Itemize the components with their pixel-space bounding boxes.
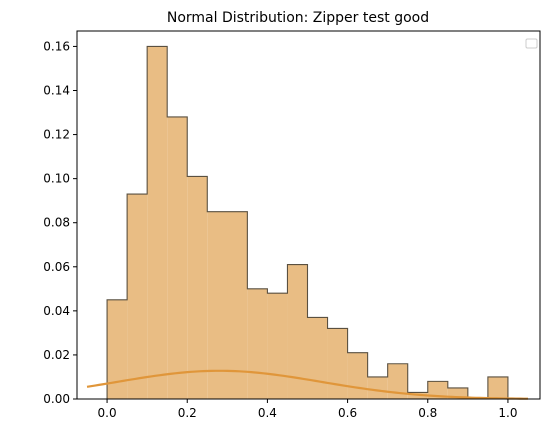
histogram-bar [127,194,148,399]
legend-box [525,38,538,49]
x-tick-label: 0.6 [338,406,357,420]
axes: 0.0 0.2 0.4 0.6 0.8 1.0 0.00 0.02 0.04 0.06 0.08 0.… [43,30,541,420]
density-curve-layer [86,369,528,400]
histogram-bar [447,387,468,399]
histogram-outline [106,45,509,400]
x-tick-label: 0.4 [258,406,277,420]
histogram-bar [347,352,368,399]
histogram-bar [247,288,268,399]
histogram-bar [207,211,248,399]
x-tick-label: 1.0 [498,406,517,420]
histogram-bars [106,45,509,400]
y-tick-label: 0.12 [43,128,70,142]
x-tick-label: 0.8 [418,406,437,420]
histogram-bar [387,363,408,399]
histogram-bar [307,317,328,399]
histogram-bar [267,293,288,399]
histogram-bar [327,328,348,399]
histogram-bar [147,46,168,400]
histogram-bar [487,376,508,399]
y-tick-label: 0.10 [43,172,70,186]
histogram-bar [427,381,448,399]
histogram-bar [107,299,128,399]
y-tick-label: 0.08 [43,216,70,230]
y-tick-label: 0.14 [43,83,70,97]
histogram-bar [367,376,388,399]
y-tick-label: 0.02 [43,348,70,362]
x-tick-label: 0.2 [178,406,197,420]
y-tick-label: 0.16 [43,39,70,53]
histogram-bar [287,264,308,399]
y-tick-label: 0.06 [43,260,70,274]
histogram-bar [187,176,208,399]
chart-title: Normal Distribution: Zipper test good [167,10,429,26]
legend [525,38,538,49]
histogram-bar [167,116,188,399]
y-tick-label: 0.00 [43,392,70,406]
density-curve [86,369,528,400]
x-tick-label: 0.0 [98,406,117,420]
plot-frame [76,30,541,400]
y-tick-label: 0.04 [43,304,70,318]
